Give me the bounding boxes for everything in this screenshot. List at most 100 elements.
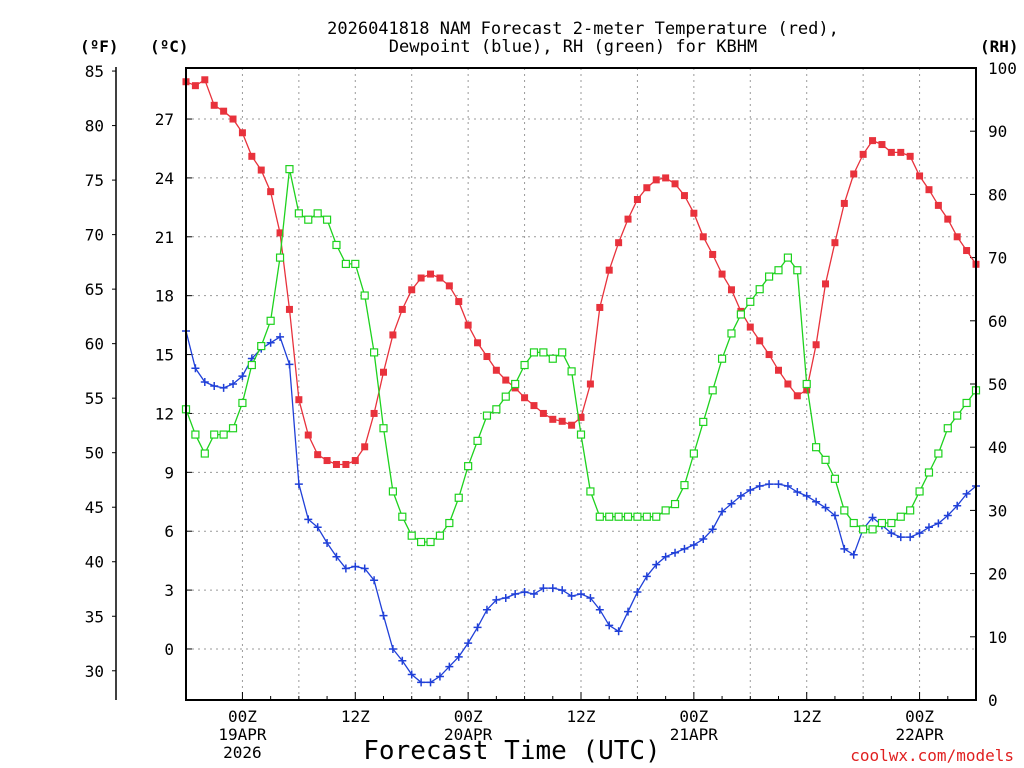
dewpoint-point (417, 678, 426, 687)
temperature-point (492, 366, 500, 374)
dewpoint-point (642, 572, 651, 581)
fahrenheit-tick-label: 65 (85, 280, 104, 299)
temperature-point (624, 215, 632, 223)
temperature-point (586, 380, 594, 388)
dewpoint-point (238, 372, 247, 381)
rh-point (322, 215, 332, 224)
temperature-point (323, 457, 331, 465)
dewpoint-point (953, 501, 962, 510)
celsius-tick-label: 15 (155, 346, 174, 365)
temperature-point (944, 215, 952, 223)
dewpoint-point (276, 332, 285, 341)
dewpoint-point (624, 607, 633, 616)
rh-point (840, 506, 849, 515)
temperature-point (934, 201, 942, 209)
rh-point (313, 209, 322, 218)
rh-point (755, 285, 764, 294)
temperature-point (680, 192, 688, 200)
rh-point (793, 266, 802, 275)
rh-point (953, 411, 962, 420)
temperature-point (596, 303, 604, 311)
rh-point (605, 512, 614, 521)
rh-point (360, 291, 369, 300)
dewpoint-point (699, 535, 708, 544)
dewpoint-point (407, 670, 416, 679)
rh-point (906, 506, 915, 515)
temperature-point (803, 386, 811, 394)
temperature-point (220, 107, 228, 115)
rh-point (727, 329, 736, 338)
celsius-tick-label: 12 (155, 404, 174, 423)
rh-point (915, 487, 924, 496)
temperature-point (530, 402, 538, 410)
rh-point (332, 240, 341, 250)
rh-tick-label: 0 (988, 691, 998, 710)
temperature-point (304, 431, 312, 439)
rh-point (285, 165, 294, 174)
dewpoint-point (520, 588, 529, 597)
dewpoint-point (501, 593, 510, 602)
rh-point (962, 398, 971, 408)
rh-tick-label: 20 (988, 565, 1007, 584)
celsius-tick-label: 3 (164, 581, 174, 600)
dewpoint-point (614, 627, 623, 636)
rh-tick-label: 50 (988, 375, 1007, 394)
credit-text: coolwx.com/models (850, 746, 1014, 765)
dewpoint-point (915, 529, 924, 538)
dewpoint-point (774, 480, 783, 489)
temperature-point (417, 274, 425, 282)
dewpoint-point (652, 560, 661, 569)
dewpoint-point (595, 605, 604, 614)
dewpoint-point (464, 639, 473, 648)
rh-point (257, 341, 266, 351)
rh-point (614, 512, 623, 521)
temperature-point (718, 270, 726, 278)
rh-point (934, 449, 943, 458)
fahrenheit-tick-label: 55 (85, 389, 104, 408)
temperature-point (436, 274, 444, 282)
rh-point (520, 360, 529, 370)
rh-point (548, 354, 557, 363)
rh-point (802, 379, 811, 389)
temperature-point (793, 392, 801, 400)
rh-point (586, 487, 595, 496)
temperature-point (577, 413, 585, 421)
rh-point (896, 512, 905, 521)
rh-point (407, 531, 416, 540)
fahrenheit-tick-label: 75 (85, 171, 104, 190)
dewpoint-point (548, 584, 557, 593)
dewpoint-point (924, 523, 933, 532)
dewpoint-point (529, 590, 538, 599)
x-date-label: 22APR (895, 725, 944, 744)
dewpoint-point (492, 595, 501, 604)
dewpoint-point (539, 584, 548, 593)
rh-point (887, 518, 896, 528)
rh-point (680, 481, 689, 490)
temperature-point (332, 460, 340, 468)
rh-tick-label: 80 (988, 185, 1007, 204)
fahrenheit-tick-label: 85 (85, 62, 104, 81)
dewpoint-point (351, 562, 360, 571)
rh-point (294, 209, 303, 218)
temperature-point (822, 280, 830, 288)
temperature-point (784, 380, 792, 388)
x-date-label: 21APR (670, 725, 719, 744)
fahrenheit-tick-label: 40 (85, 553, 104, 572)
dewpoint-point (821, 503, 830, 512)
rh-tick-label: 60 (988, 312, 1007, 331)
rh-point (435, 531, 445, 540)
temperature-point (248, 152, 256, 160)
dewpoint-point (812, 497, 821, 506)
temperature-point (229, 115, 237, 123)
rh-point (859, 525, 868, 534)
rh-point (511, 379, 520, 389)
rh-point (576, 430, 586, 439)
fahrenheit-tick-label: 45 (85, 498, 104, 517)
dewpoint-point (285, 360, 294, 369)
x-tick-label: 12Z (341, 707, 370, 726)
temperature-point (727, 286, 735, 294)
dewpoint-point (370, 576, 379, 585)
dewpoint-point (727, 499, 736, 508)
temperature-point (549, 415, 557, 423)
rh-point (661, 506, 670, 515)
